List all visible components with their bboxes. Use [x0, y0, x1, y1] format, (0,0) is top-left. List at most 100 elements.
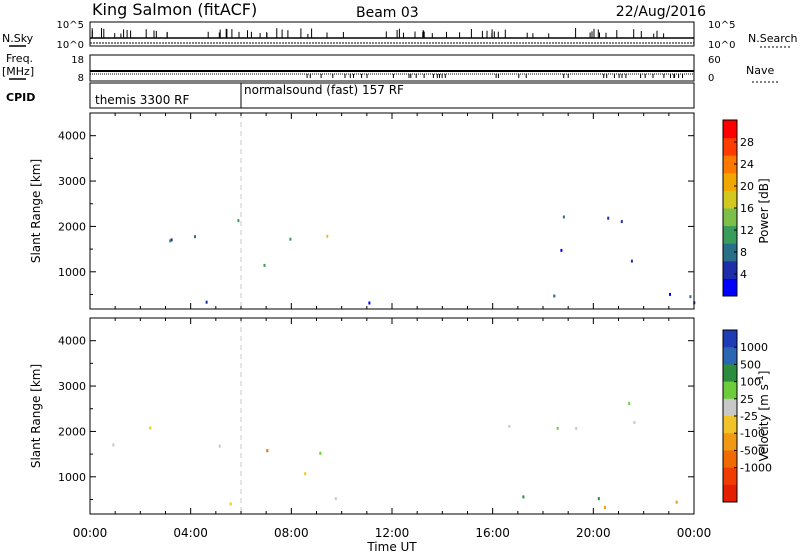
colorbar-swatch: [723, 347, 737, 365]
heatmap-cell: [304, 472, 307, 476]
sky-panel: N.Sky N.Search 10^5 10^0 10^5 10^0: [2, 20, 798, 51]
y-tick-label: 3000: [58, 380, 86, 393]
y-tick-label: 4000: [58, 335, 86, 348]
x-tick-label: 20:00: [576, 526, 611, 540]
colorbar-tick-label: 25: [740, 393, 754, 406]
heatmap-cell: [675, 500, 678, 504]
heatmap-cell: [575, 426, 578, 430]
colorbar-swatch: [723, 416, 737, 434]
colorbar-swatch: [723, 260, 737, 279]
freq-panel: Freq. [MHz] Nave 18 8 60 0: [2, 52, 780, 84]
heatmap-cell: [368, 301, 371, 305]
sky-left-tick-bottom: 10^0: [57, 40, 84, 51]
cpid-frame: [89, 82, 695, 109]
power-panel: 1000 2000 3000 4000 Slant Range [km] 4 8 12 16…: [29, 112, 771, 310]
x-tick-labels: 00:00 04:00 08:00 12:00 16:00 20:00 00:00: [73, 526, 712, 540]
colorbar-swatch: [723, 398, 737, 417]
colorbar-swatch: [723, 120, 737, 139]
colorbar-swatch: [723, 208, 737, 227]
x-axis-label: Time UT: [366, 540, 417, 554]
cpid-label: CPID: [6, 91, 35, 104]
heatmap-cell: [553, 294, 556, 298]
heatmap-cell: [266, 449, 269, 453]
cpid-mode-1: themis 3300 RF: [95, 93, 189, 107]
nave-tick-top: 60: [708, 55, 721, 66]
colorbar-swatch: [723, 364, 737, 383]
colorbar-swatch: [723, 137, 737, 156]
velocity-heatmap-cells: [112, 401, 678, 509]
colorbar-tick-label: 16: [740, 202, 754, 215]
colorbar-tick-label: 24: [740, 158, 754, 171]
sky-data-lines: [90, 28, 694, 44]
heatmap-cell: [263, 263, 266, 267]
colorbar-tick-label: 500: [740, 358, 761, 371]
x-tick-label: 08:00: [274, 526, 309, 540]
heatmap-cell: [289, 237, 292, 241]
power-axes: 1000 2000 3000 4000: [58, 113, 695, 309]
y-tick-label: 1000: [58, 471, 86, 484]
colorbar-tick-label: 1000: [740, 341, 768, 354]
cpid-panel: CPID themis 3300 RF normalsound (fast) 1…: [6, 82, 695, 109]
heatmap-cell: [205, 300, 208, 304]
heatmap-cell: [603, 506, 606, 509]
freq-frame: [89, 54, 695, 82]
date-title: 22/Aug/2016: [616, 4, 706, 20]
colorbar-tick-label: 20: [740, 180, 754, 193]
y-tick-label: 3000: [58, 175, 86, 188]
heatmap-cell: [112, 443, 115, 447]
colorbar-swatch: [723, 243, 737, 262]
heatmap-cell: [218, 444, 221, 448]
beam-title: Beam 03: [356, 5, 419, 21]
power-heatmap-cells: [169, 215, 696, 305]
power-colorbar: 4 8 12 16 20 24 28: [722, 119, 754, 297]
sky-left-tick-top: 10^5: [57, 20, 84, 31]
power-ylabel: Slant Range [km]: [29, 159, 43, 263]
n-sky-label: N.Sky: [2, 32, 34, 45]
heatmap-cell: [326, 234, 329, 238]
colorbar-swatch: [723, 225, 737, 244]
freq-data-lines: [90, 70, 694, 78]
y-tick-label: 4000: [58, 130, 86, 143]
sky-right-tick-bottom: 10^0: [708, 40, 735, 51]
heatmap-cell: [508, 424, 511, 428]
x-tick-label: 04:00: [173, 526, 208, 540]
colorbar-tick-label: -25: [740, 410, 758, 423]
colorbar-swatch: [723, 278, 737, 297]
y-tick-label: 1000: [58, 266, 86, 279]
colorbar-swatch: [723, 450, 737, 469]
velocity-plot-bg: [90, 318, 694, 514]
heatmap-cell: [620, 220, 623, 224]
cpid-mode-2: normalsound (fast) 157 RF: [244, 83, 404, 97]
y-tick-label: 2000: [58, 220, 86, 233]
heatmap-cell: [229, 502, 232, 506]
x-tick-label: 12:00: [375, 526, 410, 540]
heatmap-cell: [607, 216, 610, 220]
sky-frame: [89, 21, 695, 47]
velocity-colorbar-label: Velocity [m s-1]: [756, 371, 771, 462]
colorbar-tick-label: -1000: [740, 462, 772, 475]
station-title: King Salmon (fitACF): [92, 0, 257, 19]
freq-tick-bottom: 8: [78, 73, 84, 84]
x-tick-label: 00:00: [677, 526, 712, 540]
heatmap-cell: [669, 292, 671, 296]
heatmap-cell: [170, 238, 173, 242]
heatmap-cell: [149, 426, 152, 430]
colorbar-swatch: [723, 433, 737, 451]
colorbar-swatch: [723, 190, 737, 209]
velocity-colorbar: 1000 500 100 25 -25 -100 -500 -1000: [722, 329, 772, 503]
colorbar-swatch: [723, 484, 737, 503]
heatmap-cell: [560, 248, 563, 252]
heatmap-cell: [169, 239, 172, 243]
velocity-ylabel: Slant Range [km]: [29, 364, 43, 468]
colorbar-tick-label: 12: [740, 224, 754, 237]
colorbar-swatch: [723, 381, 737, 400]
colorbar-swatch: [723, 172, 737, 191]
x-tick-label: 16:00: [475, 526, 510, 540]
heatmap-cell: [630, 259, 633, 263]
freq-tick-top: 18: [71, 55, 84, 66]
freq-label: Freq.: [6, 52, 33, 65]
velocity-axes: 1000 2000 3000 4000: [58, 318, 695, 514]
colorbar-tick-label: 100: [740, 376, 761, 389]
colorbar-tick-label: 4: [740, 268, 747, 281]
